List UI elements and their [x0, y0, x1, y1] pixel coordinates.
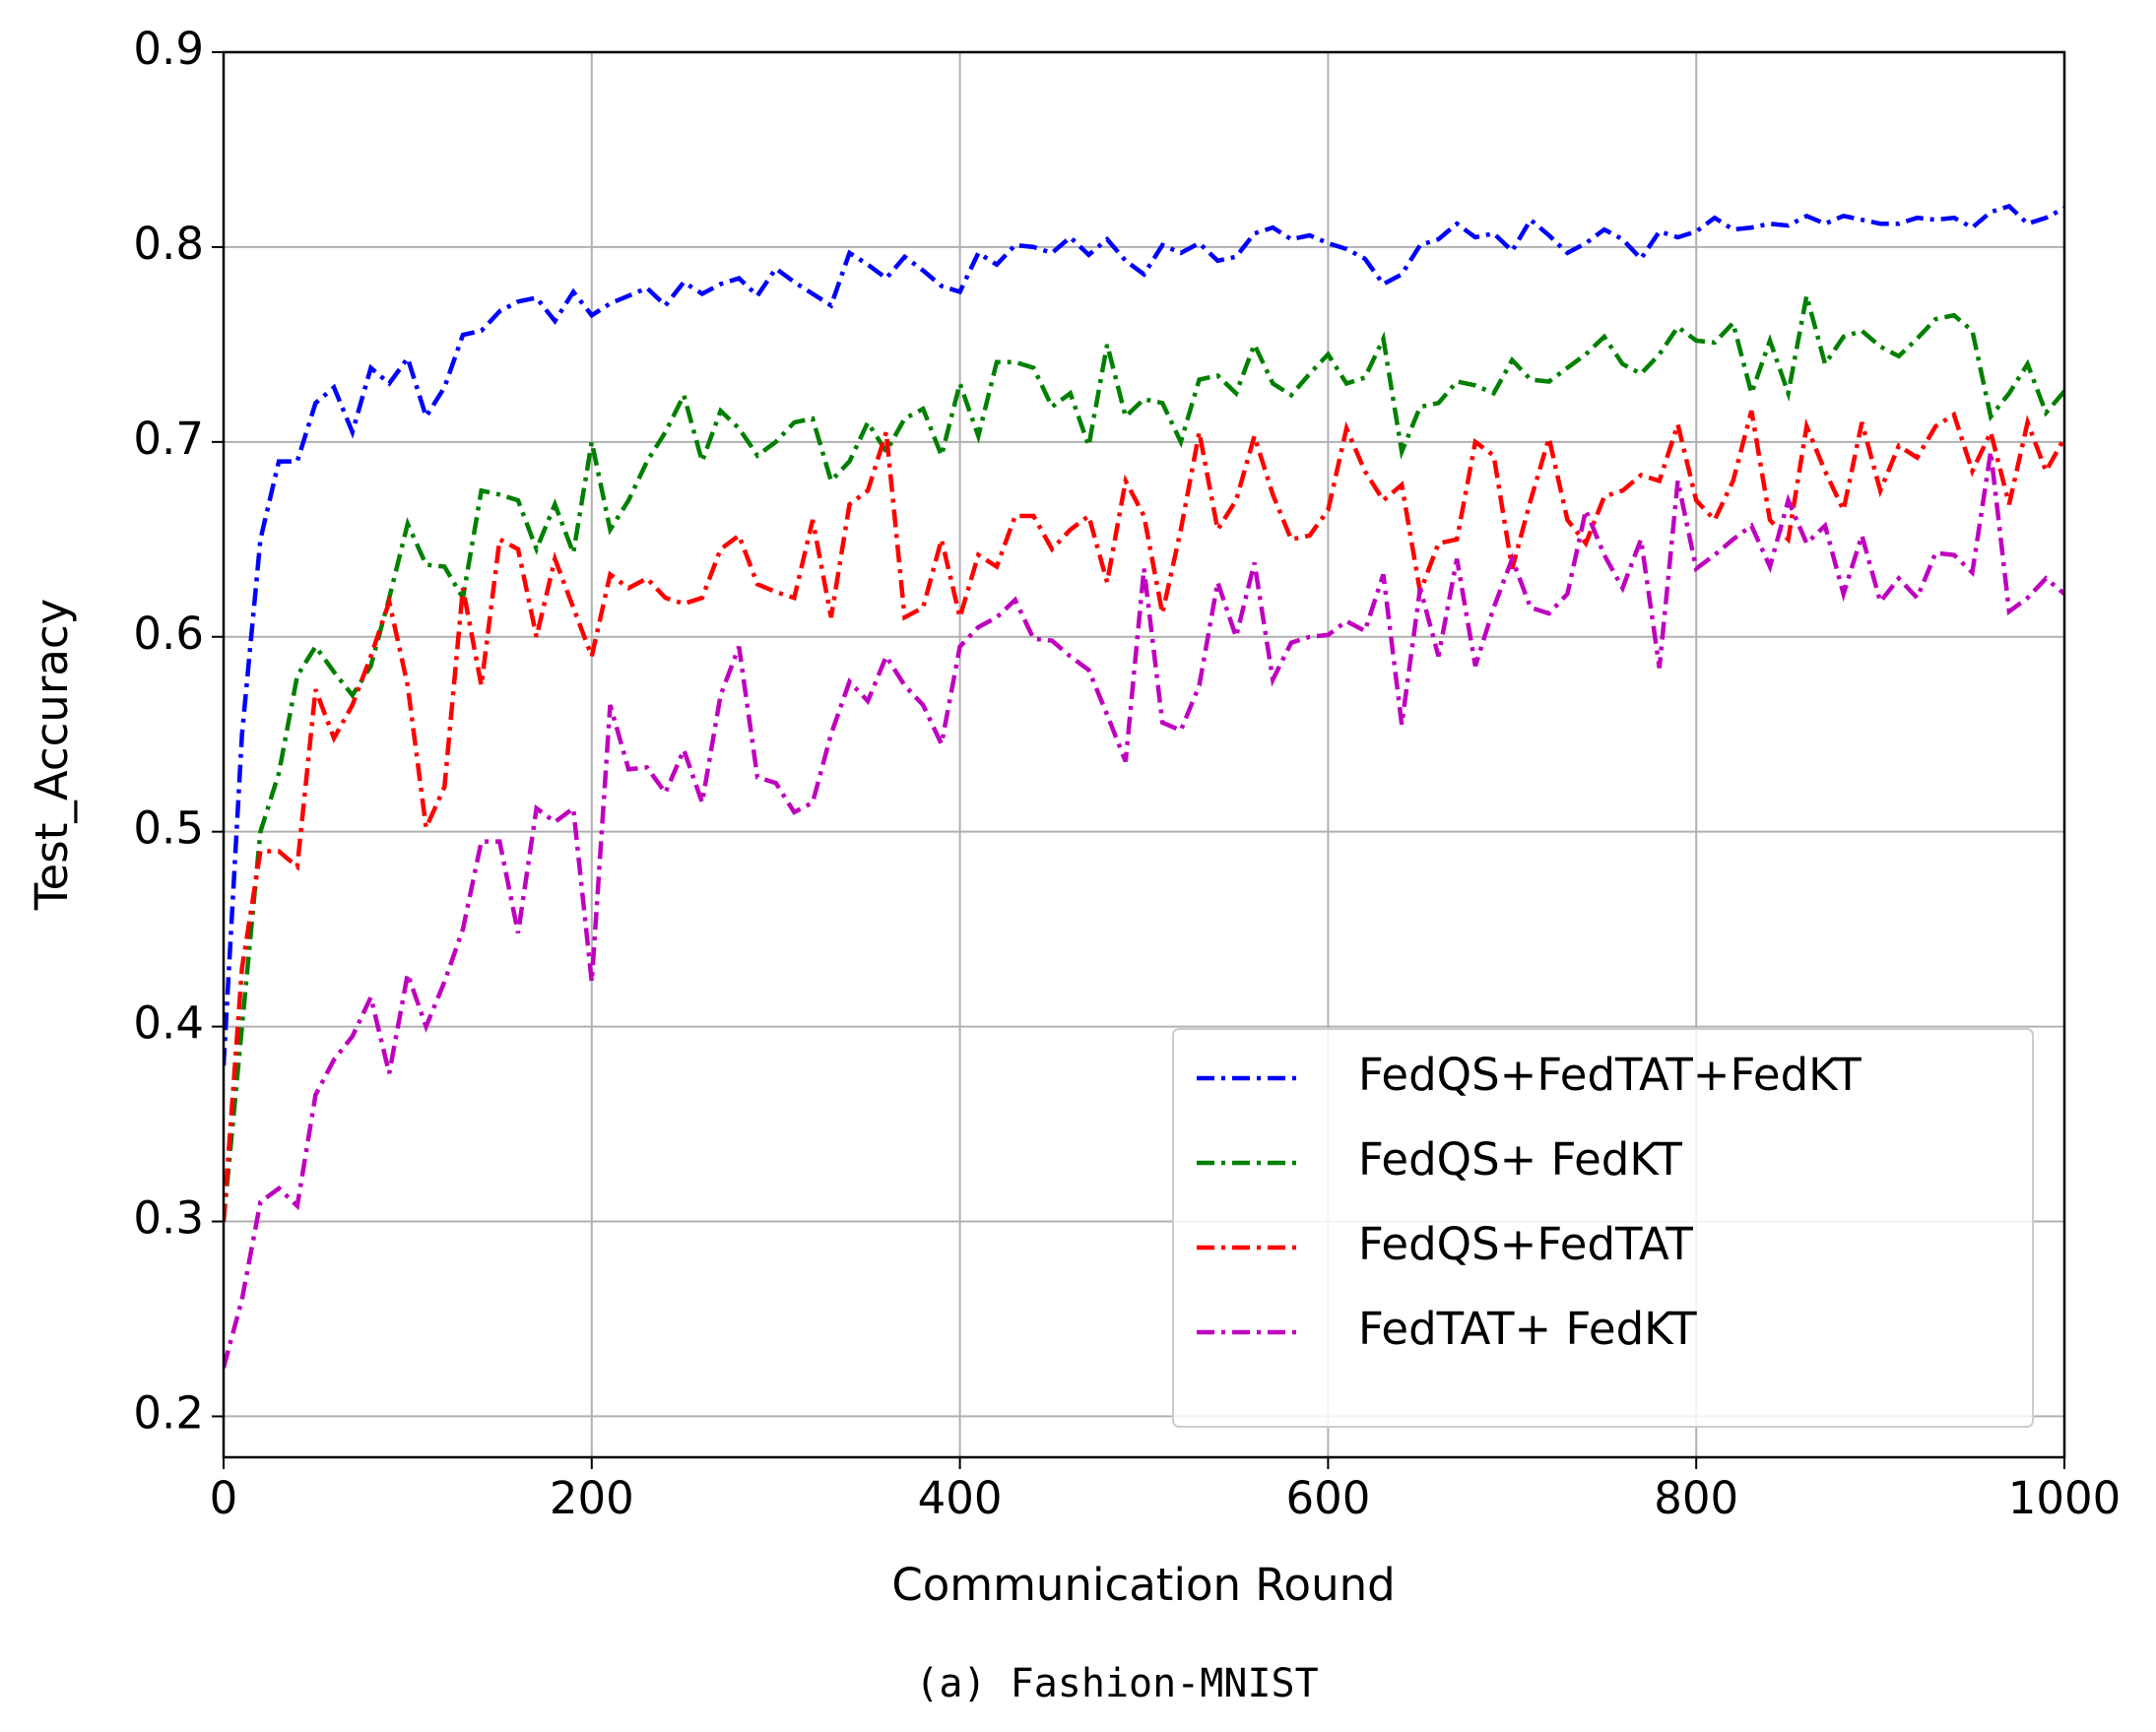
- x-tick-label: 1000: [2008, 1472, 2122, 1524]
- y-tick-label: 0.3: [133, 1192, 204, 1245]
- series-line: [224, 203, 2064, 1066]
- x-tick-label: 400: [918, 1472, 1003, 1524]
- series-line: [224, 294, 2064, 1222]
- series-line: [224, 451, 2064, 1369]
- y-tick-label: 0.4: [133, 997, 204, 1050]
- y-tick-label: 0.6: [133, 608, 204, 660]
- legend-label: FedQS+ FedKT: [1358, 1133, 1682, 1186]
- plot-frame: [222, 50, 2066, 1459]
- x-tick-label: 600: [1285, 1472, 1370, 1524]
- y-tick-label: 0.2: [133, 1386, 204, 1439]
- y-tick-label: 0.7: [133, 413, 204, 465]
- y-tick-label: 0.8: [133, 218, 204, 270]
- y-axis-label: Test_Accuracy: [26, 599, 78, 912]
- x-axis-label: Communication Round: [891, 1559, 1395, 1611]
- series-line: [224, 410, 2064, 1222]
- legend-label: FedTAT+ FedKT: [1358, 1303, 1697, 1355]
- x-tick-label: 200: [550, 1472, 634, 1524]
- legend-label: FedQS+FedTAT+FedKT: [1358, 1049, 1862, 1101]
- legend-label: FedQS+FedTAT: [1358, 1218, 1693, 1270]
- x-tick-label: 800: [1654, 1472, 1738, 1524]
- caption: (a) Fashion-MNIST: [915, 1661, 1318, 1706]
- y-tick-label: 0.9: [133, 23, 204, 75]
- legend-box: [1172, 1028, 2034, 1428]
- y-tick-label: 0.5: [133, 802, 204, 855]
- x-tick-label: 0: [210, 1472, 238, 1524]
